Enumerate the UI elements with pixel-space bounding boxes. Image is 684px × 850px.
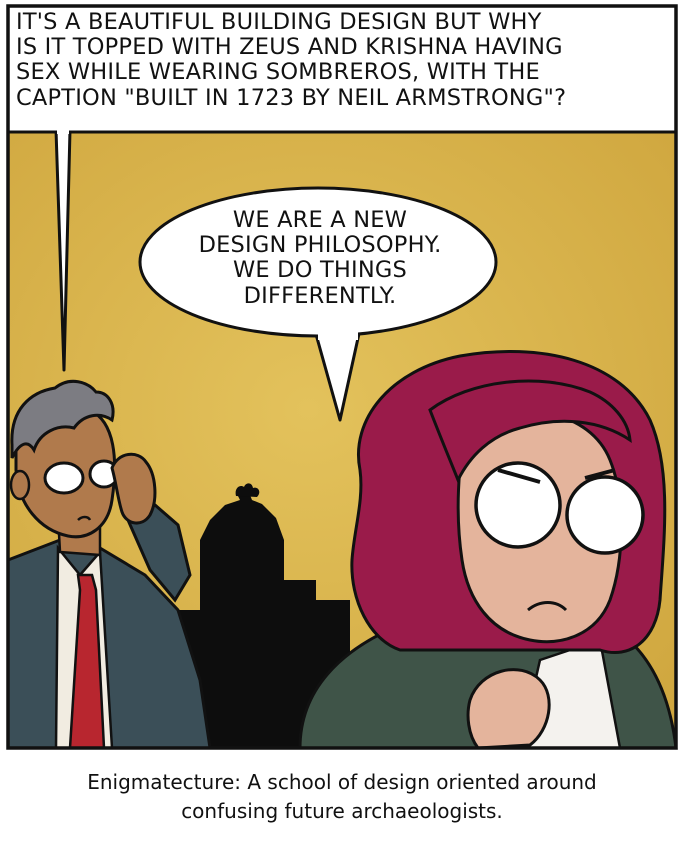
top-caption-line: is it topped with Zeus and Krishna havin… <box>16 34 563 61</box>
woman-character <box>298 350 678 750</box>
speech-bubble-text: We are a new design philosophy. We do th… <box>150 207 490 309</box>
man-glasses <box>43 459 120 495</box>
top-caption-text: It's a beautiful building design but why… <box>16 9 676 111</box>
speech-line: We are a new <box>232 207 408 233</box>
man-hand <box>110 452 157 525</box>
statue-silhouette <box>235 483 260 497</box>
man-hair <box>10 379 115 459</box>
footer-caption-line: confusing future archaeologists. <box>181 799 503 823</box>
top-caption-line: caption "Built in 1723 by Neil Armstrong… <box>16 84 567 111</box>
woman-hand <box>466 668 551 750</box>
top-caption-line: It's a beautiful building design but why <box>16 9 542 35</box>
woman-glasses <box>474 461 645 555</box>
footer-caption-line: Enigmatecture: A school of design orient… <box>87 770 597 794</box>
panel-frame <box>6 4 678 750</box>
speech-line: differently. <box>243 282 397 309</box>
speech-line: We do things <box>232 257 408 284</box>
top-caption-line: sex while wearing sombreros, with the <box>16 59 540 86</box>
footer-caption: Enigmatecture: A school of design orient… <box>0 768 684 826</box>
top-caption-box <box>6 4 678 134</box>
speech-line: design philosophy. <box>198 232 442 259</box>
